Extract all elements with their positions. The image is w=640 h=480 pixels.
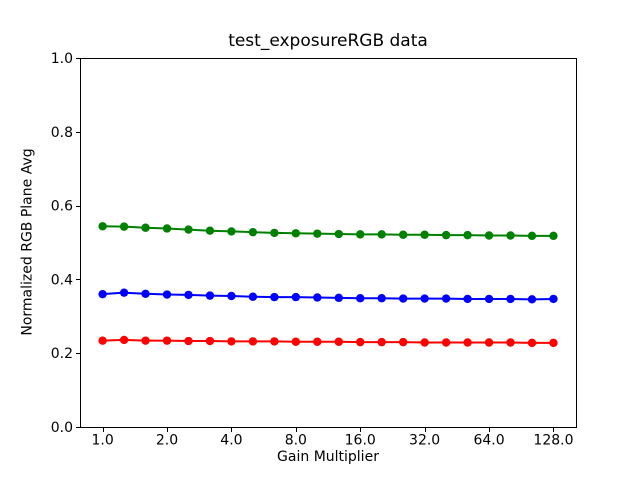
blue-plane-marker <box>356 294 365 303</box>
blue-plane-marker <box>420 294 429 303</box>
green-plane-marker <box>398 230 408 239</box>
red-plane-marker <box>398 337 408 347</box>
green-plane-marker <box>420 230 429 239</box>
green-plane-marker <box>141 223 150 232</box>
green-plane-marker <box>291 229 301 238</box>
blue-plane-marker <box>141 289 150 298</box>
blue-plane-marker <box>527 295 537 304</box>
blue-plane-marker <box>484 294 494 304</box>
blue-plane-marker <box>184 290 193 300</box>
y-tick-label: 0.2 <box>51 346 73 362</box>
green-plane-marker <box>248 227 258 237</box>
x-tick-label: 8.0 <box>285 433 307 449</box>
green-plane-marker <box>506 231 515 240</box>
chart-title: test_exposureRGB data <box>228 31 428 51</box>
green-plane-marker <box>377 230 386 239</box>
blue-plane-marker <box>398 294 408 303</box>
green-plane-marker <box>270 228 279 238</box>
blue-plane-marker <box>291 292 301 302</box>
y-tick-label: 0.4 <box>51 272 73 288</box>
green-plane-marker <box>119 222 129 231</box>
red-plane-marker <box>162 336 172 345</box>
blue-plane-marker <box>248 292 258 301</box>
green-plane-marker <box>356 230 365 239</box>
green-plane-marker <box>98 222 107 231</box>
blue-plane-marker <box>205 291 215 300</box>
blue-plane-marker <box>549 294 558 304</box>
y-tick-label: 0.0 <box>51 420 73 436</box>
x-tick-label: 2.0 <box>156 433 178 449</box>
y-tick-label: 1.0 <box>51 51 73 67</box>
green-plane-marker <box>162 224 172 233</box>
red-plane-marker <box>291 337 301 346</box>
x-tick-label: 16.0 <box>345 433 376 449</box>
red-plane-marker <box>184 336 193 346</box>
red-plane-marker <box>506 338 515 347</box>
red-plane-marker <box>334 337 343 346</box>
green-plane-line <box>102 225 554 237</box>
green-plane-marker <box>205 226 215 235</box>
blue-plane-marker <box>463 294 472 304</box>
red-plane-marker <box>441 338 451 347</box>
red-plane-marker <box>377 337 386 347</box>
green-plane-marker <box>484 231 494 240</box>
x-axis-label: Gain Multiplier <box>277 449 379 465</box>
blue-plane-line <box>102 291 554 301</box>
green-plane-marker <box>313 229 322 238</box>
blue-plane-marker <box>441 294 451 303</box>
x-tick-label: 64.0 <box>473 433 504 449</box>
red-plane-marker <box>313 337 322 346</box>
green-plane-marker <box>527 231 537 241</box>
red-plane-marker <box>527 338 537 348</box>
red-plane-marker <box>463 338 472 347</box>
blue-plane-marker <box>270 292 279 302</box>
x-tick-label: 1.0 <box>91 433 113 449</box>
red-plane-marker <box>420 338 429 347</box>
blue-plane-marker <box>377 294 386 303</box>
y-tick-label: 0.6 <box>51 199 73 215</box>
blue-plane-marker <box>98 289 107 299</box>
blue-plane-marker <box>506 294 515 304</box>
red-plane-marker <box>119 335 129 345</box>
x-tick-label: 32.0 <box>409 433 440 449</box>
green-plane-marker <box>463 230 472 240</box>
red-plane-line <box>102 338 554 344</box>
red-plane-marker <box>270 337 279 346</box>
red-plane-marker <box>141 336 150 345</box>
green-plane-marker <box>549 231 558 241</box>
x-tick-label: 4.0 <box>220 433 242 449</box>
green-plane-marker <box>184 225 193 234</box>
green-plane-marker <box>334 229 343 239</box>
green-plane-marker <box>441 230 451 240</box>
y-tick-label: 0.8 <box>51 125 73 141</box>
red-plane-marker <box>356 337 365 347</box>
blue-plane-marker <box>313 293 322 302</box>
blue-plane-marker <box>162 290 172 299</box>
red-plane-marker <box>484 338 494 347</box>
axes-frame <box>80 58 577 428</box>
blue-plane-marker <box>227 291 236 301</box>
x-tick-label: 128.0 <box>533 433 573 449</box>
green-plane-marker <box>227 227 236 236</box>
red-plane-marker <box>98 336 107 345</box>
blue-plane-marker <box>334 293 343 303</box>
red-plane-marker <box>205 336 215 346</box>
red-plane-marker <box>549 338 558 348</box>
blue-plane-marker <box>119 288 129 297</box>
red-plane-marker <box>227 337 236 346</box>
red-plane-marker <box>248 337 258 346</box>
